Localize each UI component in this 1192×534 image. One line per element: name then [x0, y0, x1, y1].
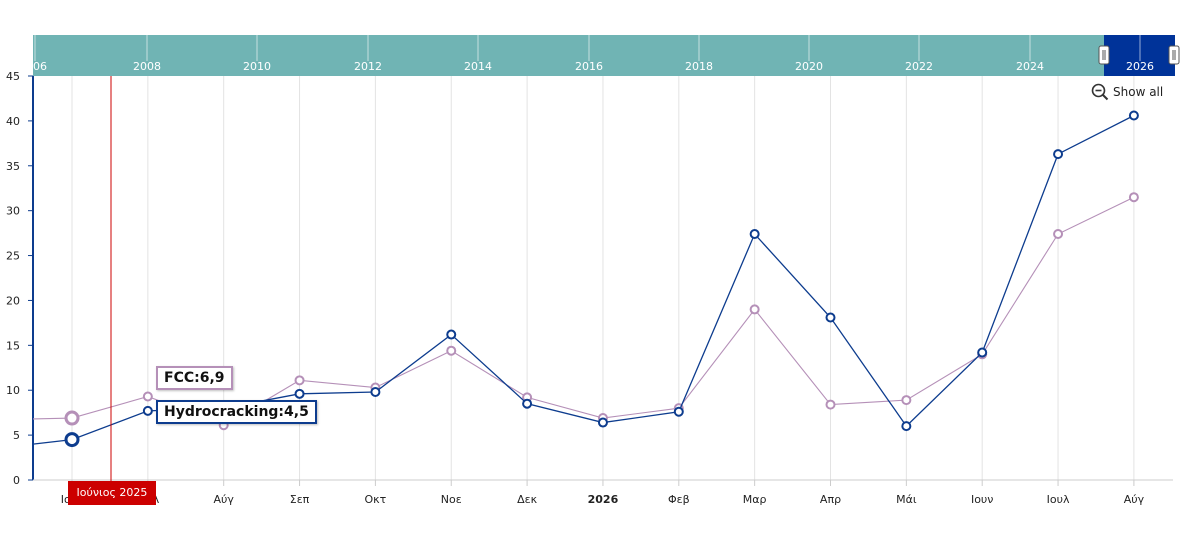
x-tick-label: Δεκ [517, 493, 537, 506]
navigator-left-handle[interactable] [1098, 45, 1110, 65]
x-tick-label: Απρ [820, 493, 841, 506]
y-tick-label: 20 [6, 294, 20, 307]
x-tick-label: Αύγ [1124, 493, 1145, 506]
navigator-year-label: 2020 [795, 60, 823, 73]
data-point-hydrocracking[interactable] [64, 432, 80, 448]
data-point-fcc[interactable] [294, 375, 305, 386]
zoom-out-icon [1091, 83, 1109, 101]
grid-lines [71, 76, 1135, 480]
x-tick-label: Μαρ [743, 493, 767, 506]
tooltip-fcc: FCC:6,9 [156, 366, 233, 390]
x-axis-ticks: Ιουν Ιουλ Αύγ Σεπ Οκτ Νοε Δεκ 2026 Φεβ Μαρ Απρ Μάι Ι… [61, 480, 1145, 506]
data-point-fcc[interactable] [901, 395, 912, 406]
y-tick-label: 10 [6, 384, 20, 397]
navigator-year-label: 2018 [685, 60, 713, 73]
y-tick-label: 45 [6, 70, 20, 83]
data-point-hydrocracking[interactable] [901, 421, 912, 432]
data-point-fcc[interactable] [142, 391, 153, 402]
navigator-year-label: 2010 [243, 60, 271, 73]
x-tick-label: Φεβ [668, 493, 690, 506]
time-navigator[interactable]: 06 2008 2010 2012 2014 2016 2018 2020 2022 2024 20… [33, 35, 1180, 76]
data-point-hydrocracking[interactable] [749, 229, 760, 240]
y-axis-ticks: 0 5 10 15 20 25 30 35 40 45 [6, 70, 33, 487]
data-point-hydrocracking[interactable] [294, 388, 305, 399]
data-point-hydrocracking[interactable] [370, 387, 381, 398]
x-tick-label: Μάι [896, 493, 917, 506]
x-tick-label: Νοε [441, 493, 462, 506]
data-point-hydrocracking[interactable] [977, 347, 988, 358]
data-point-hydrocracking[interactable] [1128, 110, 1139, 121]
data-point-hydrocracking[interactable] [1053, 149, 1064, 160]
x-tick-label: Αύγ [213, 493, 234, 506]
show-all-label: Show all [1113, 85, 1164, 99]
navigator-track[interactable] [33, 35, 1175, 76]
y-tick-label: 25 [6, 250, 20, 263]
cursor-date-label: Ιούνιος 2025 [68, 481, 156, 505]
data-point-hydrocracking[interactable] [142, 405, 153, 416]
navigator-year-label: 2016 [575, 60, 603, 73]
navigator-year-label: 06 [33, 60, 47, 73]
y-tick-label: 0 [13, 474, 20, 487]
y-tick-label: 40 [6, 115, 20, 128]
data-point-fcc[interactable] [64, 410, 80, 426]
y-tick-label: 5 [13, 429, 20, 442]
navigator-year-labels: 06 2008 2010 2012 2014 2016 2018 2020 2022 2024 20… [33, 35, 1154, 73]
x-tick-label: Ιουλ [1047, 493, 1070, 506]
navigator-year-label: 2022 [905, 60, 933, 73]
data-point-hydrocracking[interactable] [597, 417, 608, 428]
navigator-year-label: 2024 [1016, 60, 1044, 73]
series-layer [32, 110, 1139, 448]
navigator-year-label: 2026 [1126, 60, 1154, 73]
data-point-fcc[interactable] [1053, 229, 1064, 240]
y-tick-label: 30 [6, 205, 20, 218]
data-point-fcc[interactable] [1128, 192, 1139, 203]
data-point-hydrocracking[interactable] [522, 398, 533, 409]
x-tick-label: Οκτ [365, 493, 387, 506]
data-point-hydrocracking[interactable] [446, 329, 457, 340]
x-tick-label: 2026 [588, 493, 619, 506]
navigator-right-handle[interactable] [1168, 45, 1180, 65]
navigator-year-label: 2014 [464, 60, 492, 73]
x-tick-label: Σεπ [290, 493, 310, 506]
y-tick-label: 15 [6, 339, 20, 352]
x-tick-label: Ιουν [971, 493, 993, 506]
data-point-fcc[interactable] [825, 399, 836, 410]
data-point-hydrocracking[interactable] [673, 406, 684, 417]
show-all-button[interactable]: Show all [1091, 83, 1163, 101]
series-line-hydrocracking [32, 114, 1135, 445]
series-line-fcc [32, 196, 1135, 426]
y-tick-label: 35 [6, 160, 20, 173]
navigator-year-label: 2008 [133, 60, 161, 73]
navigator-year-label: 2012 [354, 60, 382, 73]
data-point-hydrocracking[interactable] [825, 312, 836, 323]
data-point-fcc[interactable] [446, 345, 457, 356]
tooltip-hydrocracking: Hydrocracking:4,5 [156, 400, 317, 424]
data-point-fcc[interactable] [749, 304, 760, 315]
